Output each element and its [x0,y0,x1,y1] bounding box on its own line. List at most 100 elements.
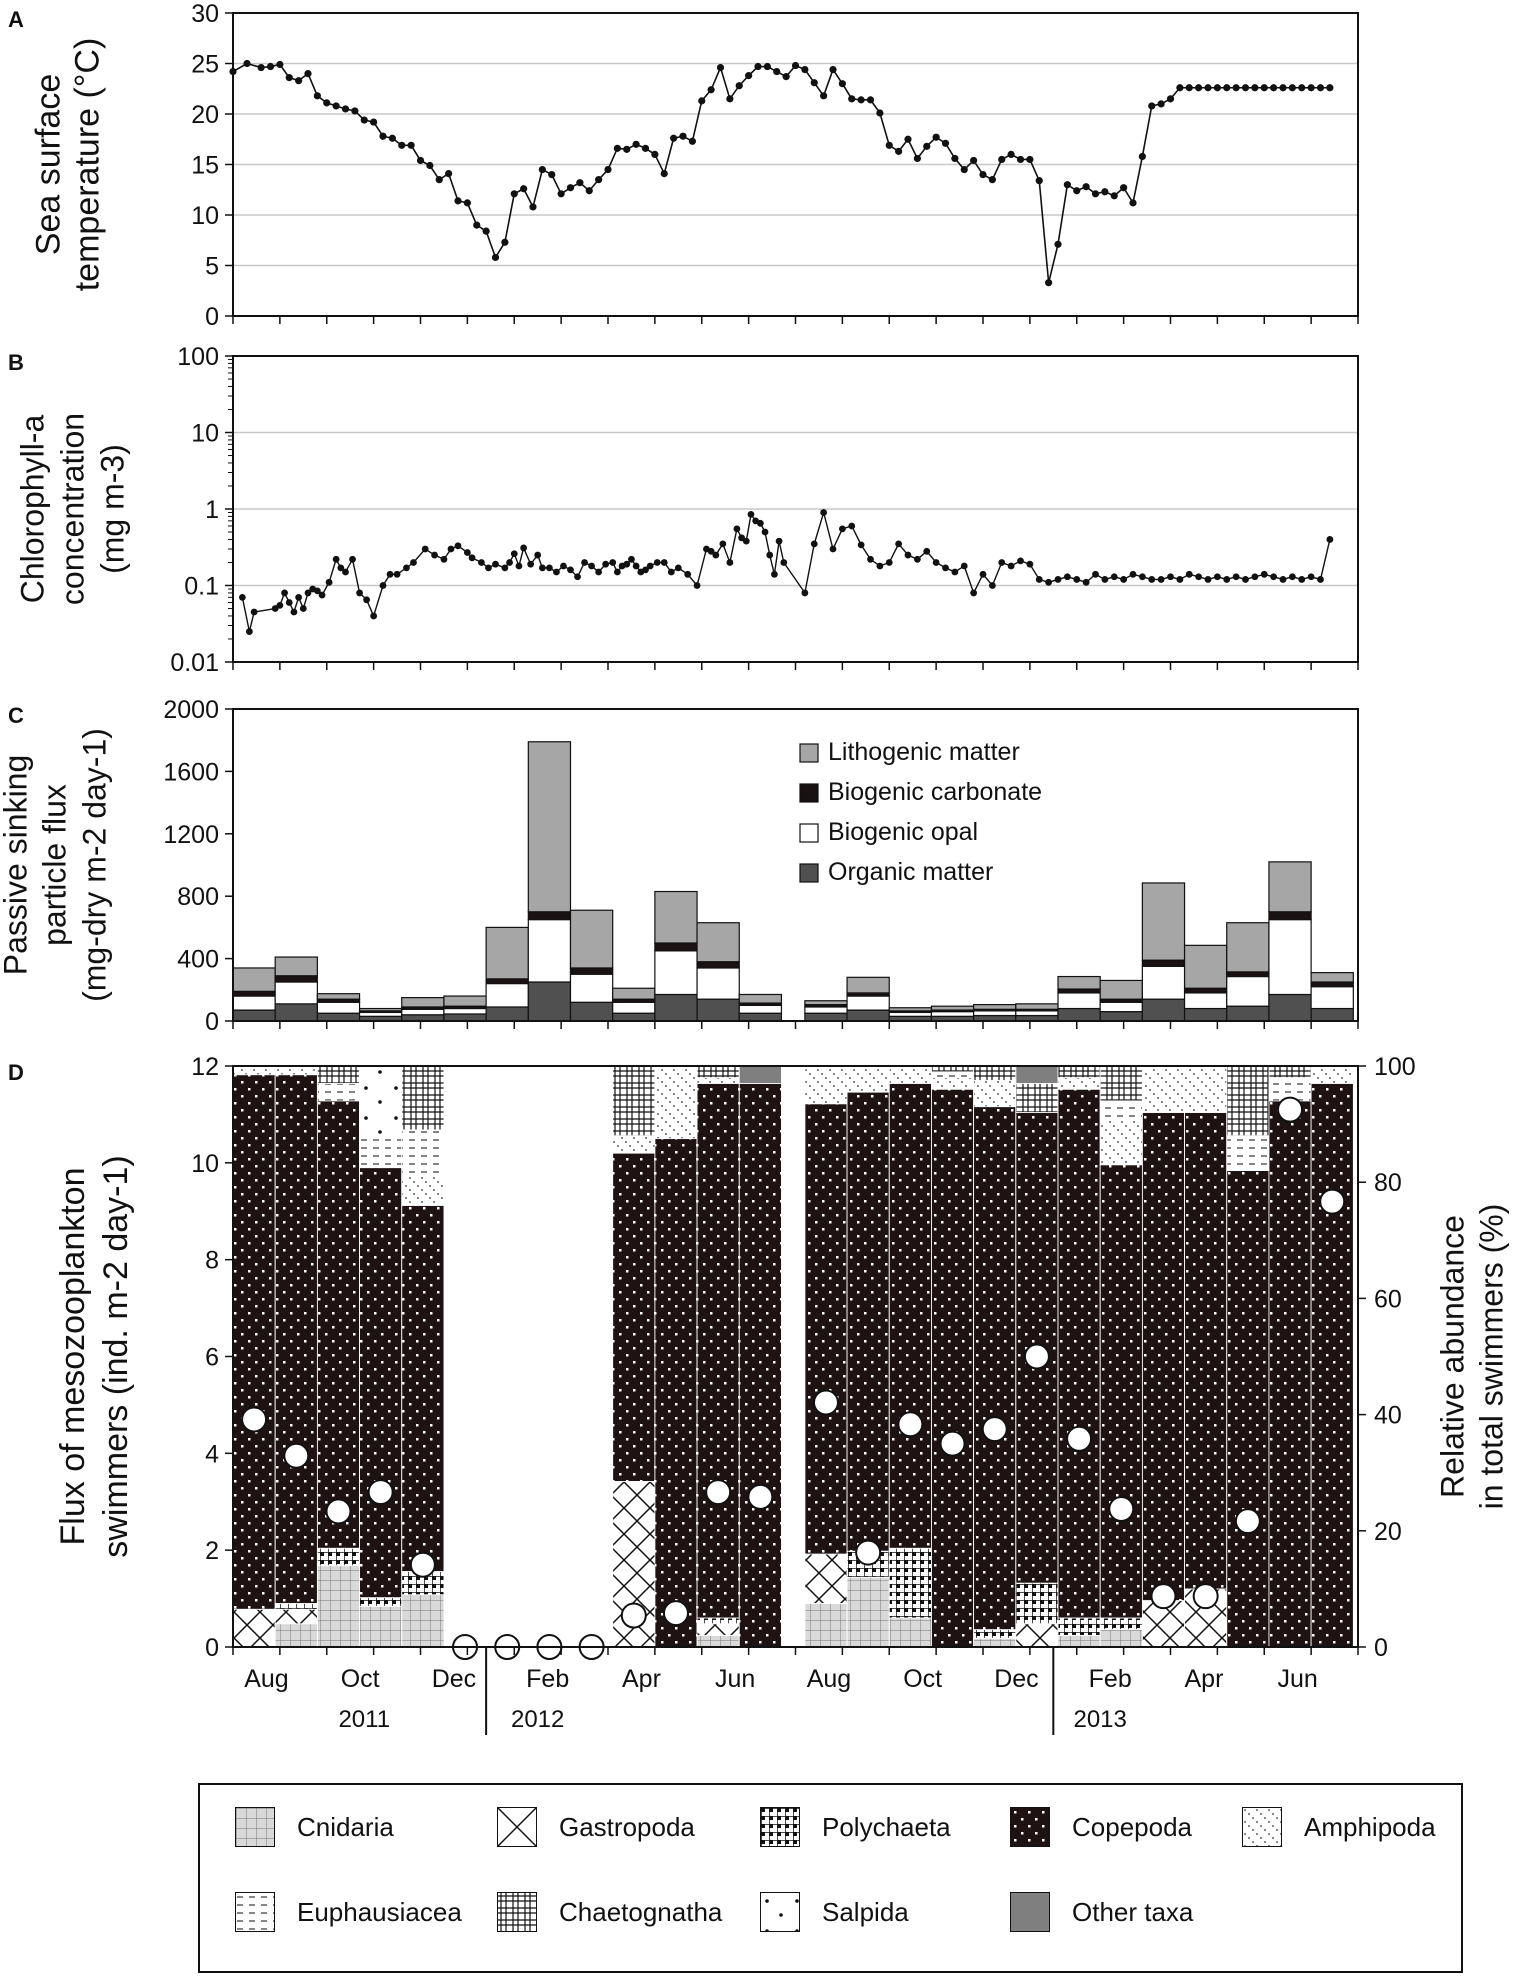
taxa-bar-segment [359,1065,403,1140]
panel-b-tick-label: 1 [205,496,219,524]
taxa-bar-segment [274,1074,318,1604]
panel-c-ylabel: (mg-dry m-2 day-1) [76,728,112,1002]
legend-item-other-taxa: Other taxa [1010,1892,1193,1932]
temperature-point [904,135,912,143]
chlorophyll-point [403,564,410,572]
temperature-point [1026,155,1034,164]
temperature-point [1251,84,1259,92]
panel-c-tick-label: 400 [177,946,219,974]
panel-letter: C [8,703,24,728]
taxa-bar-segment [232,1065,276,1076]
panel-b-tick-label: 0.1 [184,573,219,601]
legend-label: Other taxa [1072,1896,1194,1927]
flux-bar-segment [1268,993,1312,1022]
flux-bar-segment [401,996,445,1008]
chlorophyll-point [904,551,912,559]
temperature-point [866,96,875,104]
legend-label: Chaetognatha [559,1896,723,1927]
temperature-point [370,118,378,126]
panel-d-tick-label: 12 [191,1053,219,1081]
chlorophyll-point [1092,570,1099,578]
chlorophyll-point [810,540,818,548]
flux-bar-segment [1310,986,1354,1010]
temperature-point [988,176,996,184]
taxa-bar-segment [1015,1065,1059,1084]
taxa-bar-segment [316,1065,360,1084]
temperature-point [1138,152,1146,161]
chlorophyll-point [1082,578,1090,586]
flux-bar-segment [738,1012,783,1022]
temperature-point [735,82,743,90]
flux-bar-segment [696,922,740,963]
chlorophyll-point [895,540,903,548]
flux-bar-segment [1268,918,1312,996]
temperature-point [1279,84,1287,92]
temperature-point [1073,187,1081,195]
temperature-point [782,73,790,81]
temperature-point [1298,84,1306,92]
temperature-point [1316,84,1325,92]
chlorophyll-point [646,562,654,570]
taxa-bar-segment [232,1608,276,1648]
panel-a-tick-label: 30 [191,0,219,28]
temperature-point [641,144,650,152]
chlorophyll-point [1260,570,1268,578]
chlorophyll-point [318,591,326,599]
temperature-point [266,62,275,71]
legend-label: Polychaeta [822,1811,951,1842]
panel-d-tick-label: 2 [205,1537,219,1565]
taxa-bar-segment [973,1080,1017,1108]
temperature-point [604,165,612,174]
flux-bar-segment [1015,1010,1059,1017]
taxa-bar-segment [316,1547,360,1567]
swimmer-flux-point [1319,1188,1346,1215]
taxa-bar-segment [401,1065,445,1131]
taxa-bar-segment [1268,1100,1312,1648]
taxa-bar-segment [738,1083,782,1648]
panel-d-ylabel: swimmers (ind. m-2 day-1) [97,1155,135,1557]
chlorophyll-point [349,555,356,563]
month-tick-label: Oct [903,1665,942,1693]
flux-bar-segment [527,981,572,1022]
flux-bar-segment [654,890,698,944]
temperature-point [941,139,950,147]
temperature-point [520,185,528,193]
temperature-point [1007,150,1015,158]
temperature-point [791,61,800,70]
flux-bar-segment [316,1001,361,1014]
panel-a-tick-label: 10 [191,202,219,230]
taxa-bar-segment [274,1608,318,1625]
swimmer-flux-point [1150,1583,1177,1610]
chlorophyll-line [241,509,1331,632]
panel-c-tick-label: 2000 [163,696,219,724]
chlorophyll-point [363,596,370,604]
flux-bar-segment [1183,1007,1228,1022]
temperature-point [632,140,640,148]
taxa-bar-segment [973,1065,1017,1081]
chlorophyll-point [660,559,668,566]
temperature-point [1213,84,1221,92]
swimmer-flux-point [1066,1425,1093,1452]
taxa-bar-segment [846,1091,890,1552]
taxa-bar-segment [696,1623,740,1636]
taxa-bar-segment [612,1065,656,1137]
temperature-point [613,144,621,152]
panel-d-tick-label: 0 [205,1634,219,1662]
flux-bar-segment [569,967,614,975]
temperature-point [595,176,603,184]
chlorophyll-point [923,547,931,555]
temperature-point [295,77,303,85]
temperature-point [243,59,251,68]
flux-bar-segment [274,975,318,983]
panel-c-tick-label: 1200 [163,821,219,849]
flux-bar-segment [888,1007,933,1012]
swimmer-flux-point [409,1551,436,1578]
swimmer-flux-point [1192,1583,1219,1610]
flux-bar-segment [569,973,614,1003]
flux-bar-segment [612,1012,656,1022]
chlorophyll-point [313,587,321,595]
taxa-bar-segment [1141,1065,1185,1113]
chlorophyll-point [988,582,996,589]
taxa-bar-segment [1184,1065,1228,1113]
swimmer-flux-point [897,1411,924,1438]
